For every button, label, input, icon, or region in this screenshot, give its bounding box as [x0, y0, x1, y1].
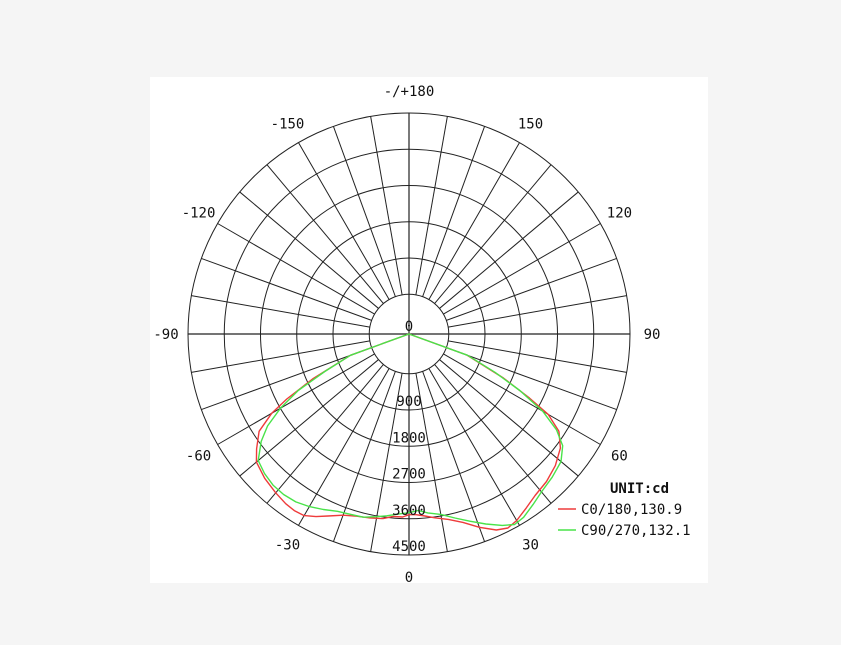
grid-spoke: [415, 373, 448, 552]
grid-spoke: [448, 340, 627, 373]
series-curve-1: [257, 333, 564, 527]
grid-spoke: [191, 295, 370, 328]
angle-label: -60: [186, 449, 211, 465]
chart-card: 0 900 1800 2700 3600 4500 0 30 60 90 120 150 -/+180 -…: [150, 77, 708, 583]
legend-label-c0-180: C0/180,130.9: [581, 502, 682, 518]
grid-spoke: [370, 373, 403, 552]
grid-spoke: [439, 359, 579, 477]
angle-label: 0: [405, 570, 413, 583]
grid-spoke: [266, 164, 384, 304]
radial-tick-label: 900: [396, 394, 421, 410]
grid-spoke: [434, 164, 552, 304]
polar-grid: [187, 112, 631, 556]
grid-spoke: [191, 340, 370, 373]
grid-spoke: [217, 223, 375, 315]
grid-spoke: [332, 126, 396, 297]
series-layer: [255, 333, 564, 531]
radial-tick-label: 3600: [392, 503, 426, 519]
grid-spoke: [443, 223, 601, 315]
angle-label: -150: [271, 117, 305, 133]
grid-spoke: [266, 364, 384, 504]
angle-label: -120: [182, 206, 216, 222]
grid-spoke: [415, 116, 448, 295]
legend-label-c90-270: C90/270,132.1: [581, 523, 691, 539]
angle-label: -90: [153, 327, 178, 343]
angle-label: 90: [644, 327, 661, 343]
angle-label: 150: [518, 117, 543, 133]
radial-tick-label: 0: [405, 319, 413, 335]
grid-spoke: [422, 126, 486, 297]
grid-spoke: [422, 371, 486, 542]
angle-label: 60: [611, 449, 628, 465]
grid-spoke: [298, 368, 390, 526]
unit-label: UNIT:cd: [610, 481, 669, 497]
grid-spoke: [239, 359, 379, 477]
grid-spoke: [448, 295, 627, 328]
angle-label: -30: [275, 537, 300, 553]
grid-spoke: [239, 191, 379, 309]
grid-spoke: [434, 364, 552, 504]
label-layer: 0 900 1800 2700 3600 4500 0 30 60 90 120 150 -/+180 -…: [153, 84, 660, 583]
polar-luminous-intensity-chart: 0 900 1800 2700 3600 4500 0 30 60 90 120 150 -/+180 -…: [153, 84, 691, 583]
grid-spoke: [446, 347, 617, 411]
angle-label: 120: [607, 206, 632, 222]
radial-tick-label: 1800: [392, 430, 426, 446]
angle-label: 30: [522, 537, 539, 553]
grid-spoke: [439, 191, 579, 309]
legend: UNIT:cd C0/180,130.9 C90/270,132.1: [558, 481, 691, 539]
grid-spoke: [446, 257, 617, 321]
grid-spoke: [428, 142, 520, 300]
grid-spoke: [298, 142, 390, 300]
angle-label: -/+180: [384, 84, 435, 100]
grid-spoke: [370, 116, 403, 295]
radial-tick-label: 4500: [392, 539, 426, 555]
grid-spoke: [443, 353, 601, 445]
series-curve-0: [255, 333, 562, 531]
grid-spoke: [201, 257, 372, 321]
grid-spoke: [201, 347, 372, 411]
radial-tick-label: 2700: [392, 467, 426, 483]
grid-spoke: [217, 353, 375, 445]
grid-spoke: [428, 368, 520, 526]
